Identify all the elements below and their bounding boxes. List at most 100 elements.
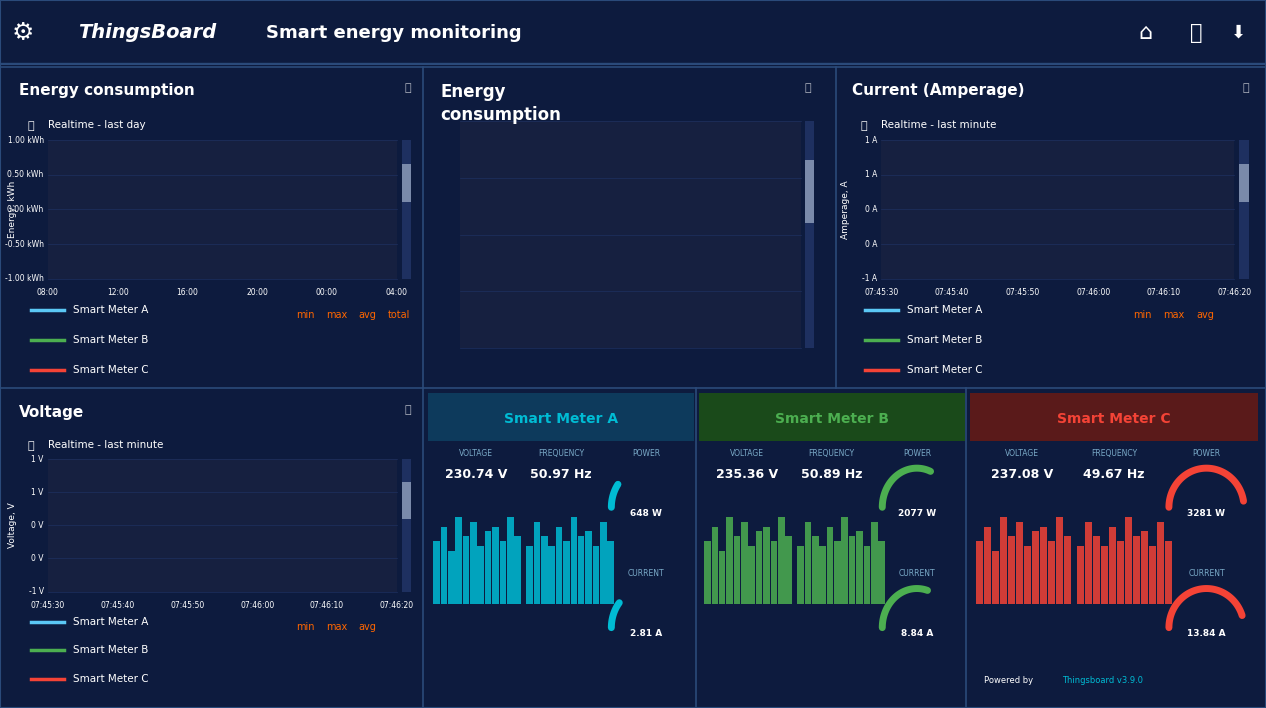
Text: ⛶: ⛶ (1243, 84, 1250, 93)
Bar (856, 531, 863, 603)
Bar (1239, 140, 1248, 279)
Bar (827, 527, 833, 603)
Bar (777, 517, 785, 603)
Text: 0.00 kWh: 0.00 kWh (8, 205, 44, 214)
Bar (1076, 546, 1084, 603)
Bar (401, 481, 410, 519)
Bar (577, 536, 585, 603)
Text: -1.00 kWh: -1.00 kWh (5, 274, 44, 283)
Text: Amperage, A: Amperage, A (841, 180, 851, 239)
Text: FREQUENCY: FREQUENCY (809, 449, 855, 457)
Bar (428, 393, 694, 441)
Text: Energy, kWh: Energy, kWh (8, 181, 16, 238)
Bar (1008, 536, 1015, 603)
Bar (585, 531, 592, 603)
Bar (1056, 517, 1062, 603)
Bar (727, 517, 733, 603)
Bar (734, 536, 741, 603)
Text: ⏰: ⏰ (27, 441, 34, 451)
Bar (463, 536, 470, 603)
Text: max: max (325, 310, 347, 320)
Bar (863, 546, 870, 603)
Text: 50.97 Hz: 50.97 Hz (530, 468, 591, 481)
Bar (798, 546, 804, 603)
Text: 3281 W: 3281 W (1188, 509, 1225, 518)
Bar (534, 522, 541, 603)
Bar (1093, 536, 1100, 603)
Text: 07:46:10: 07:46:10 (1147, 288, 1181, 297)
Bar (1239, 164, 1248, 202)
Bar (1157, 522, 1163, 603)
Text: Smart Meter C: Smart Meter C (1057, 411, 1171, 426)
Text: -0.50 kWh: -0.50 kWh (5, 239, 44, 249)
Text: -1 A: -1 A (862, 274, 877, 283)
Bar (600, 522, 606, 603)
Text: Realtime - last day: Realtime - last day (48, 120, 146, 130)
Text: 2.81 A: 2.81 A (629, 629, 662, 638)
Bar (571, 517, 577, 603)
Text: POWER: POWER (632, 449, 660, 457)
Bar (448, 551, 454, 603)
Bar (456, 517, 462, 603)
Text: avg: avg (358, 622, 376, 632)
Text: Smart Meter C: Smart Meter C (72, 365, 148, 375)
Bar (401, 140, 410, 279)
Text: 230.74 V: 230.74 V (444, 468, 506, 481)
Text: 20:00: 20:00 (246, 288, 268, 297)
Text: avg: avg (358, 310, 376, 320)
Bar (984, 527, 991, 603)
Text: Smart Meter B: Smart Meter B (72, 645, 148, 655)
Text: 07:45:40: 07:45:40 (934, 288, 970, 297)
Text: Smart energy monitoring: Smart energy monitoring (266, 23, 522, 42)
Text: 07:46:20: 07:46:20 (1218, 288, 1252, 297)
Text: Energy
consumption: Energy consumption (441, 84, 561, 124)
Text: Smart Meter A: Smart Meter A (72, 305, 148, 315)
Text: -1 V: -1 V (29, 587, 44, 596)
Bar (1000, 517, 1006, 603)
Text: 07:45:40: 07:45:40 (100, 600, 134, 610)
Text: Current (Amperage): Current (Amperage) (852, 84, 1024, 98)
Bar (401, 459, 410, 592)
Bar (1063, 536, 1071, 603)
Text: CURRENT: CURRENT (628, 569, 665, 578)
Text: 07:45:30: 07:45:30 (30, 600, 65, 610)
Text: 235.36 V: 235.36 V (715, 468, 777, 481)
Bar (805, 522, 812, 603)
Text: Thingsboard v3.9.0: Thingsboard v3.9.0 (1062, 676, 1143, 685)
Bar (506, 517, 514, 603)
Bar (470, 522, 477, 603)
Text: ⏰: ⏰ (861, 121, 867, 131)
Text: POWER: POWER (903, 449, 931, 457)
Text: 07:46:00: 07:46:00 (1076, 288, 1110, 297)
Text: total: total (387, 310, 410, 320)
Bar (699, 393, 965, 441)
Bar (492, 527, 499, 603)
Bar (608, 541, 614, 603)
Bar (1039, 527, 1047, 603)
Bar (1015, 522, 1023, 603)
Text: 0 V: 0 V (32, 521, 44, 530)
Bar (48, 140, 396, 279)
Text: ThingsBoard: ThingsBoard (78, 23, 216, 42)
Text: 07:46:20: 07:46:20 (380, 600, 414, 610)
Bar (1124, 517, 1132, 603)
Text: Energy consumption: Energy consumption (19, 84, 195, 98)
Bar (48, 459, 396, 592)
Bar (1048, 541, 1055, 603)
Bar (556, 527, 562, 603)
Bar (1100, 546, 1108, 603)
Text: max: max (325, 622, 347, 632)
Bar (834, 541, 841, 603)
Text: 16:00: 16:00 (176, 288, 199, 297)
Bar (763, 527, 770, 603)
Bar (433, 541, 439, 603)
Text: CURRENT: CURRENT (899, 569, 936, 578)
Text: ⬇: ⬇ (1231, 23, 1246, 42)
Bar (485, 531, 491, 603)
Text: FREQUENCY: FREQUENCY (1091, 449, 1137, 457)
Text: Voltage: Voltage (19, 405, 84, 420)
Text: 0 A: 0 A (865, 205, 877, 214)
Text: ⛶: ⛶ (405, 405, 411, 415)
Bar (461, 121, 800, 348)
Bar (563, 541, 570, 603)
